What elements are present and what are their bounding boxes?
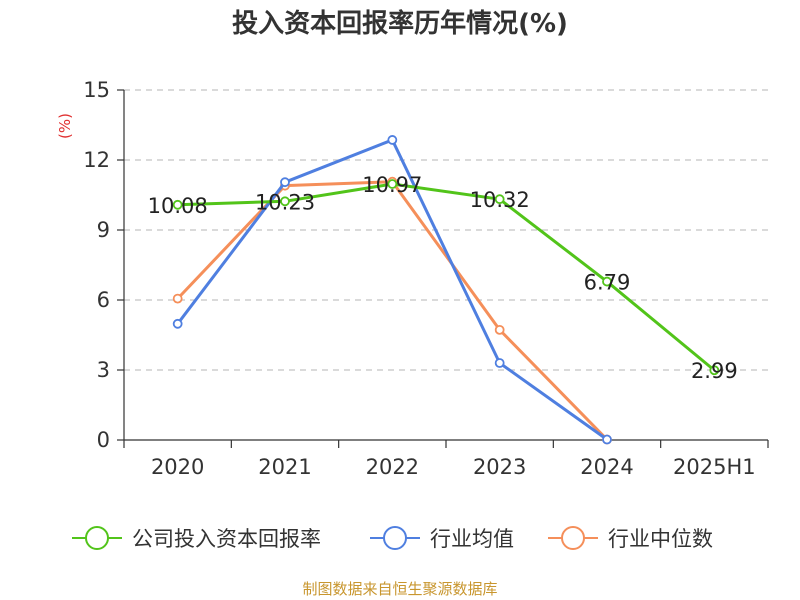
y-tick-label: 0 bbox=[97, 428, 110, 452]
series-lines bbox=[172, 135, 720, 445]
data-point bbox=[709, 365, 720, 376]
data-labels: 10.08 10.23 10.97 10.32 6.79 2.99 bbox=[148, 173, 738, 383]
data-label: 10.08 bbox=[148, 194, 208, 218]
data-label: 10.97 bbox=[362, 173, 422, 197]
y-tick-label: 15 bbox=[83, 78, 110, 102]
data-point bbox=[172, 318, 183, 329]
x-tick-label: 2023 bbox=[473, 455, 526, 479]
source-note: 制图数据来自恒生聚源数据库 bbox=[302, 580, 497, 598]
data-point bbox=[602, 434, 612, 445]
data-point bbox=[280, 196, 290, 207]
data-point bbox=[494, 324, 505, 335]
y-tick-label: 3 bbox=[97, 358, 110, 382]
x-tick-label: 2021 bbox=[258, 455, 311, 479]
y-axis-unit: (%) bbox=[56, 113, 74, 139]
legend-label: 行业中位数 bbox=[608, 527, 713, 551]
data-point bbox=[494, 358, 505, 368]
x-tick-label: 2025H1 bbox=[673, 455, 756, 479]
y-tick-label: 6 bbox=[97, 288, 110, 312]
x-tick-label: 2022 bbox=[366, 455, 419, 479]
series-line-0 bbox=[177, 182, 716, 372]
legend-swatch-marker bbox=[561, 526, 585, 550]
series-line-2 bbox=[176, 180, 609, 441]
data-label: 2.99 bbox=[691, 359, 738, 383]
legend-label: 行业均值 bbox=[430, 527, 514, 551]
y-tick-label: 9 bbox=[97, 218, 110, 242]
legend: 公司投入资本回报率 行业均值 行业中位数 bbox=[72, 526, 713, 551]
data-point bbox=[280, 177, 290, 188]
x-tick-label: 2020 bbox=[151, 455, 204, 479]
data-label: 10.23 bbox=[255, 190, 315, 214]
data-label: 10.32 bbox=[470, 188, 530, 212]
chart-title: 投入资本回报率历年情况(%) bbox=[232, 8, 568, 39]
legend-swatch-marker bbox=[383, 526, 407, 550]
axes: 0 3 6 9 12 15 2020 2021 2022 2023 2024 2025H1 bbox=[83, 78, 769, 479]
data-point bbox=[387, 179, 398, 189]
gridlines bbox=[124, 89, 768, 371]
legend-label: 公司投入资本回报率 bbox=[132, 527, 321, 551]
data-point bbox=[387, 135, 398, 145]
data-point bbox=[494, 194, 505, 205]
data-point bbox=[172, 199, 183, 210]
x-tick-label: 2024 bbox=[580, 455, 633, 479]
data-point bbox=[602, 276, 612, 287]
y-tick-label: 12 bbox=[83, 148, 110, 172]
data-label: 6.79 bbox=[584, 271, 631, 295]
legend-swatch-marker bbox=[85, 526, 109, 550]
data-point bbox=[172, 293, 183, 304]
